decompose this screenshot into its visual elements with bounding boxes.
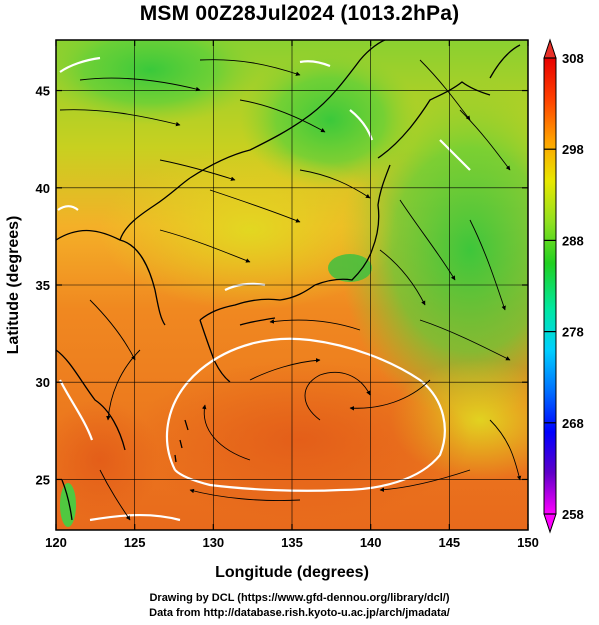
colorbar-tick-label: 278: [562, 325, 584, 340]
y-tick-label: 45: [36, 84, 50, 99]
colorbar-tick-label: 308: [562, 51, 584, 66]
coastlines: [56, 40, 521, 521]
drawing-credit: Drawing by DCL (https://www.gfd-dennou.o…: [149, 592, 450, 604]
lat-lon-grid: [56, 40, 528, 530]
colorbar-tick-label: 298: [562, 142, 584, 157]
y-tick-label: 35: [36, 278, 50, 293]
colorbar-upper-extend: [543, 38, 557, 59]
y-axis: 25 30 35 40 45: [36, 84, 528, 487]
y-tick-label: 25: [36, 472, 50, 487]
chart-title: MSM 00Z28Jul2024 (1013.2hPa): [139, 2, 460, 25]
x-axis-title: Longitude (degrees): [215, 564, 369, 581]
temperature-contours: [57, 56, 471, 522]
y-tick-label: 40: [36, 181, 50, 196]
x-tick-label: 150: [517, 535, 539, 550]
colorbar: 258 268 278 288 298 308: [543, 38, 584, 534]
y-axis-title: Latitude (degrees): [5, 216, 22, 355]
x-tick-label: 130: [202, 535, 224, 550]
temperature-field: [56, 40, 528, 530]
colorbar-tick-label: 258: [562, 507, 584, 522]
x-tick-label: 125: [124, 535, 146, 550]
wind-streamlines: [59, 59, 522, 521]
colorbar-tick-label: 288: [562, 233, 584, 248]
colorbar-lower-extend: [543, 513, 557, 534]
x-tick-label: 140: [360, 535, 382, 550]
colorbar-tick-label: 268: [562, 416, 584, 431]
x-axis: 120 125 130 135 140 145 150: [45, 40, 539, 550]
data-credit: Data from http://database.rish.kyoto-u.a…: [149, 607, 450, 619]
y-tick-label: 30: [36, 375, 50, 390]
colorbar-bar: [543, 57, 557, 515]
x-tick-label: 135: [281, 535, 303, 550]
x-tick-label: 145: [438, 535, 460, 550]
x-tick-label: 120: [45, 535, 67, 550]
